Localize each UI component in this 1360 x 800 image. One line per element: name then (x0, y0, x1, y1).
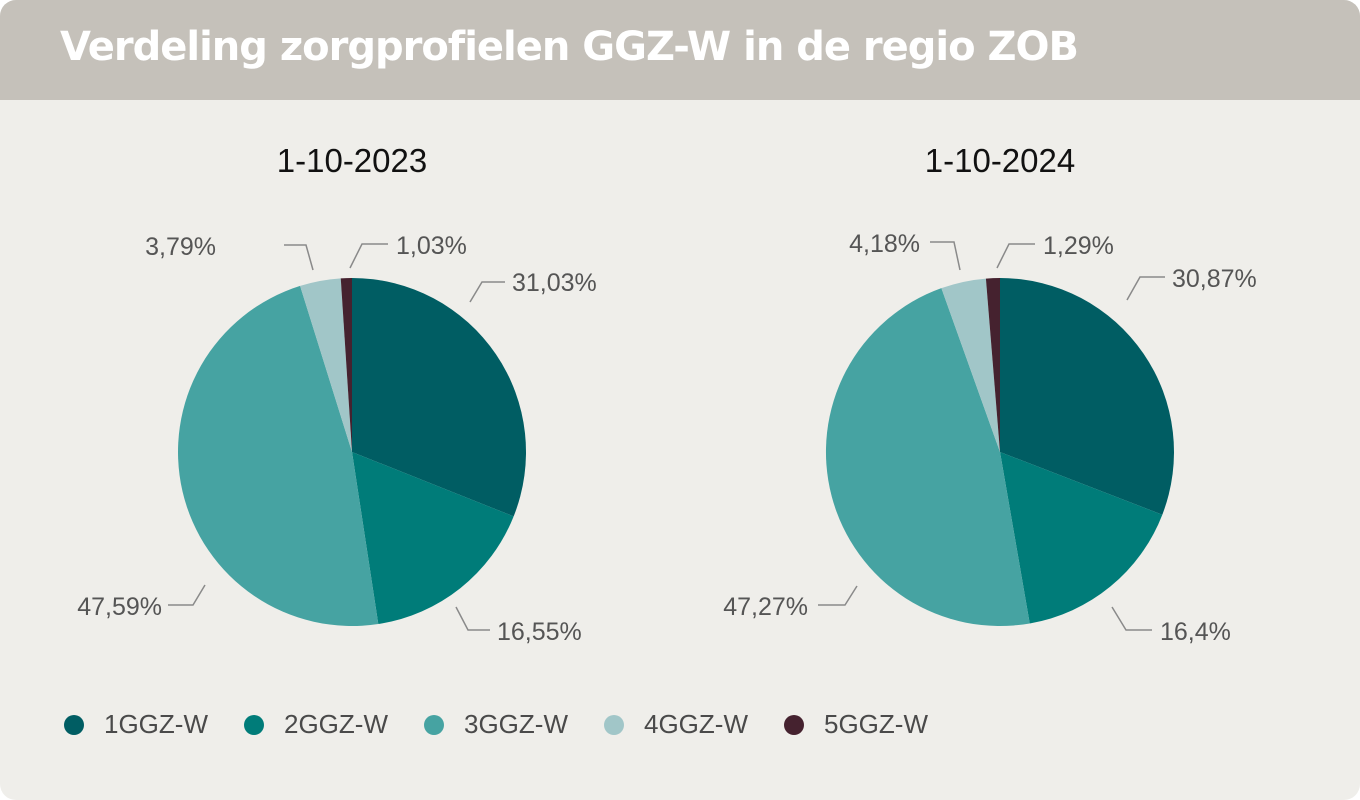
pie-slice-5ggz-w (985, 278, 1000, 452)
legend-item-4ggz: 4GGZ-W (604, 709, 748, 740)
page-title: Verdeling zorgprofielen GGZ-W in de regi… (60, 24, 1079, 70)
legend-item-3ggz: 3GGZ-W (424, 709, 568, 740)
legend-label-3ggz: 3GGZ-W (464, 709, 568, 739)
legend-swatch-4ggz (604, 714, 624, 735)
legend: 1GGZ-W 2GGZ-W 3GGZ-W 4GGZ-W 5GGZ-W (64, 709, 964, 740)
leader-line (168, 584, 206, 606)
data-label-4ggz-w: 4,18% (849, 230, 920, 258)
legend-item-1ggz: 1GGZ-W (64, 709, 208, 740)
legend-swatch-3ggz (424, 714, 444, 735)
leader-line (349, 243, 388, 269)
leader-line (996, 243, 1035, 269)
leader-line (1111, 606, 1152, 631)
data-label-4ggz-w: 3,79% (145, 233, 216, 261)
leader-line (930, 241, 961, 271)
pie-slice-3ggz-w (825, 288, 1030, 627)
leader-line (818, 585, 858, 606)
pie-slice-3ggz-w (178, 285, 379, 626)
data-label-5ggz-w: 1,03% (396, 232, 467, 260)
chart-title-2: 1-10-2024 (925, 142, 1075, 179)
pie-chart-1: 1-10-2023 31,03% 16,55% 47,59% 3,79% 1,03% (77, 142, 597, 646)
data-label-1ggz-w: 30,87% (1172, 265, 1257, 293)
leader-line (284, 244, 314, 271)
legend-label-4ggz: 4GGZ-W (644, 709, 748, 739)
leader-line (455, 606, 490, 631)
legend-swatch-2ggz (244, 714, 264, 735)
pie-slice-2ggz-w (352, 452, 514, 624)
data-label-1ggz-w: 31,03% (512, 269, 597, 297)
legend-swatch-5ggz (784, 714, 804, 735)
leader-line (1126, 276, 1165, 301)
pie-slice-4ggz-w (300, 278, 352, 452)
legend-label-2ggz: 2GGZ-W (284, 709, 388, 739)
pie-chart-2: 1-10-2024 30,87% 16,4% 47,27% 4,18% 1,29% (723, 142, 1257, 646)
pie-slice-1ggz-w (1000, 278, 1174, 515)
pie-slice-5ggz-w (340, 277, 352, 452)
data-label-2ggz-w: 16,4% (1160, 618, 1231, 646)
pie-slice-4ggz-w (941, 278, 1000, 452)
chart-title-1: 1-10-2023 (277, 142, 427, 179)
legend-item-5ggz: 5GGZ-W (784, 709, 928, 740)
legend-swatch-1ggz (64, 714, 84, 735)
legend-label-5ggz: 5GGZ-W (824, 709, 928, 739)
pie-slice-1ggz-w (352, 278, 527, 517)
pie-slice-2ggz-w (1000, 452, 1163, 624)
header-bar: Verdeling zorgprofielen GGZ-W in de regi… (0, 0, 1360, 100)
data-label-3ggz-w: 47,27% (723, 593, 808, 621)
data-label-2ggz-w: 16,55% (497, 618, 582, 646)
leader-line (469, 281, 505, 303)
data-label-5ggz-w: 1,29% (1043, 232, 1114, 260)
data-label-3ggz-w: 47,59% (77, 593, 162, 621)
legend-label-1ggz: 1GGZ-W (104, 709, 208, 739)
legend-item-2ggz: 2GGZ-W (244, 709, 388, 740)
